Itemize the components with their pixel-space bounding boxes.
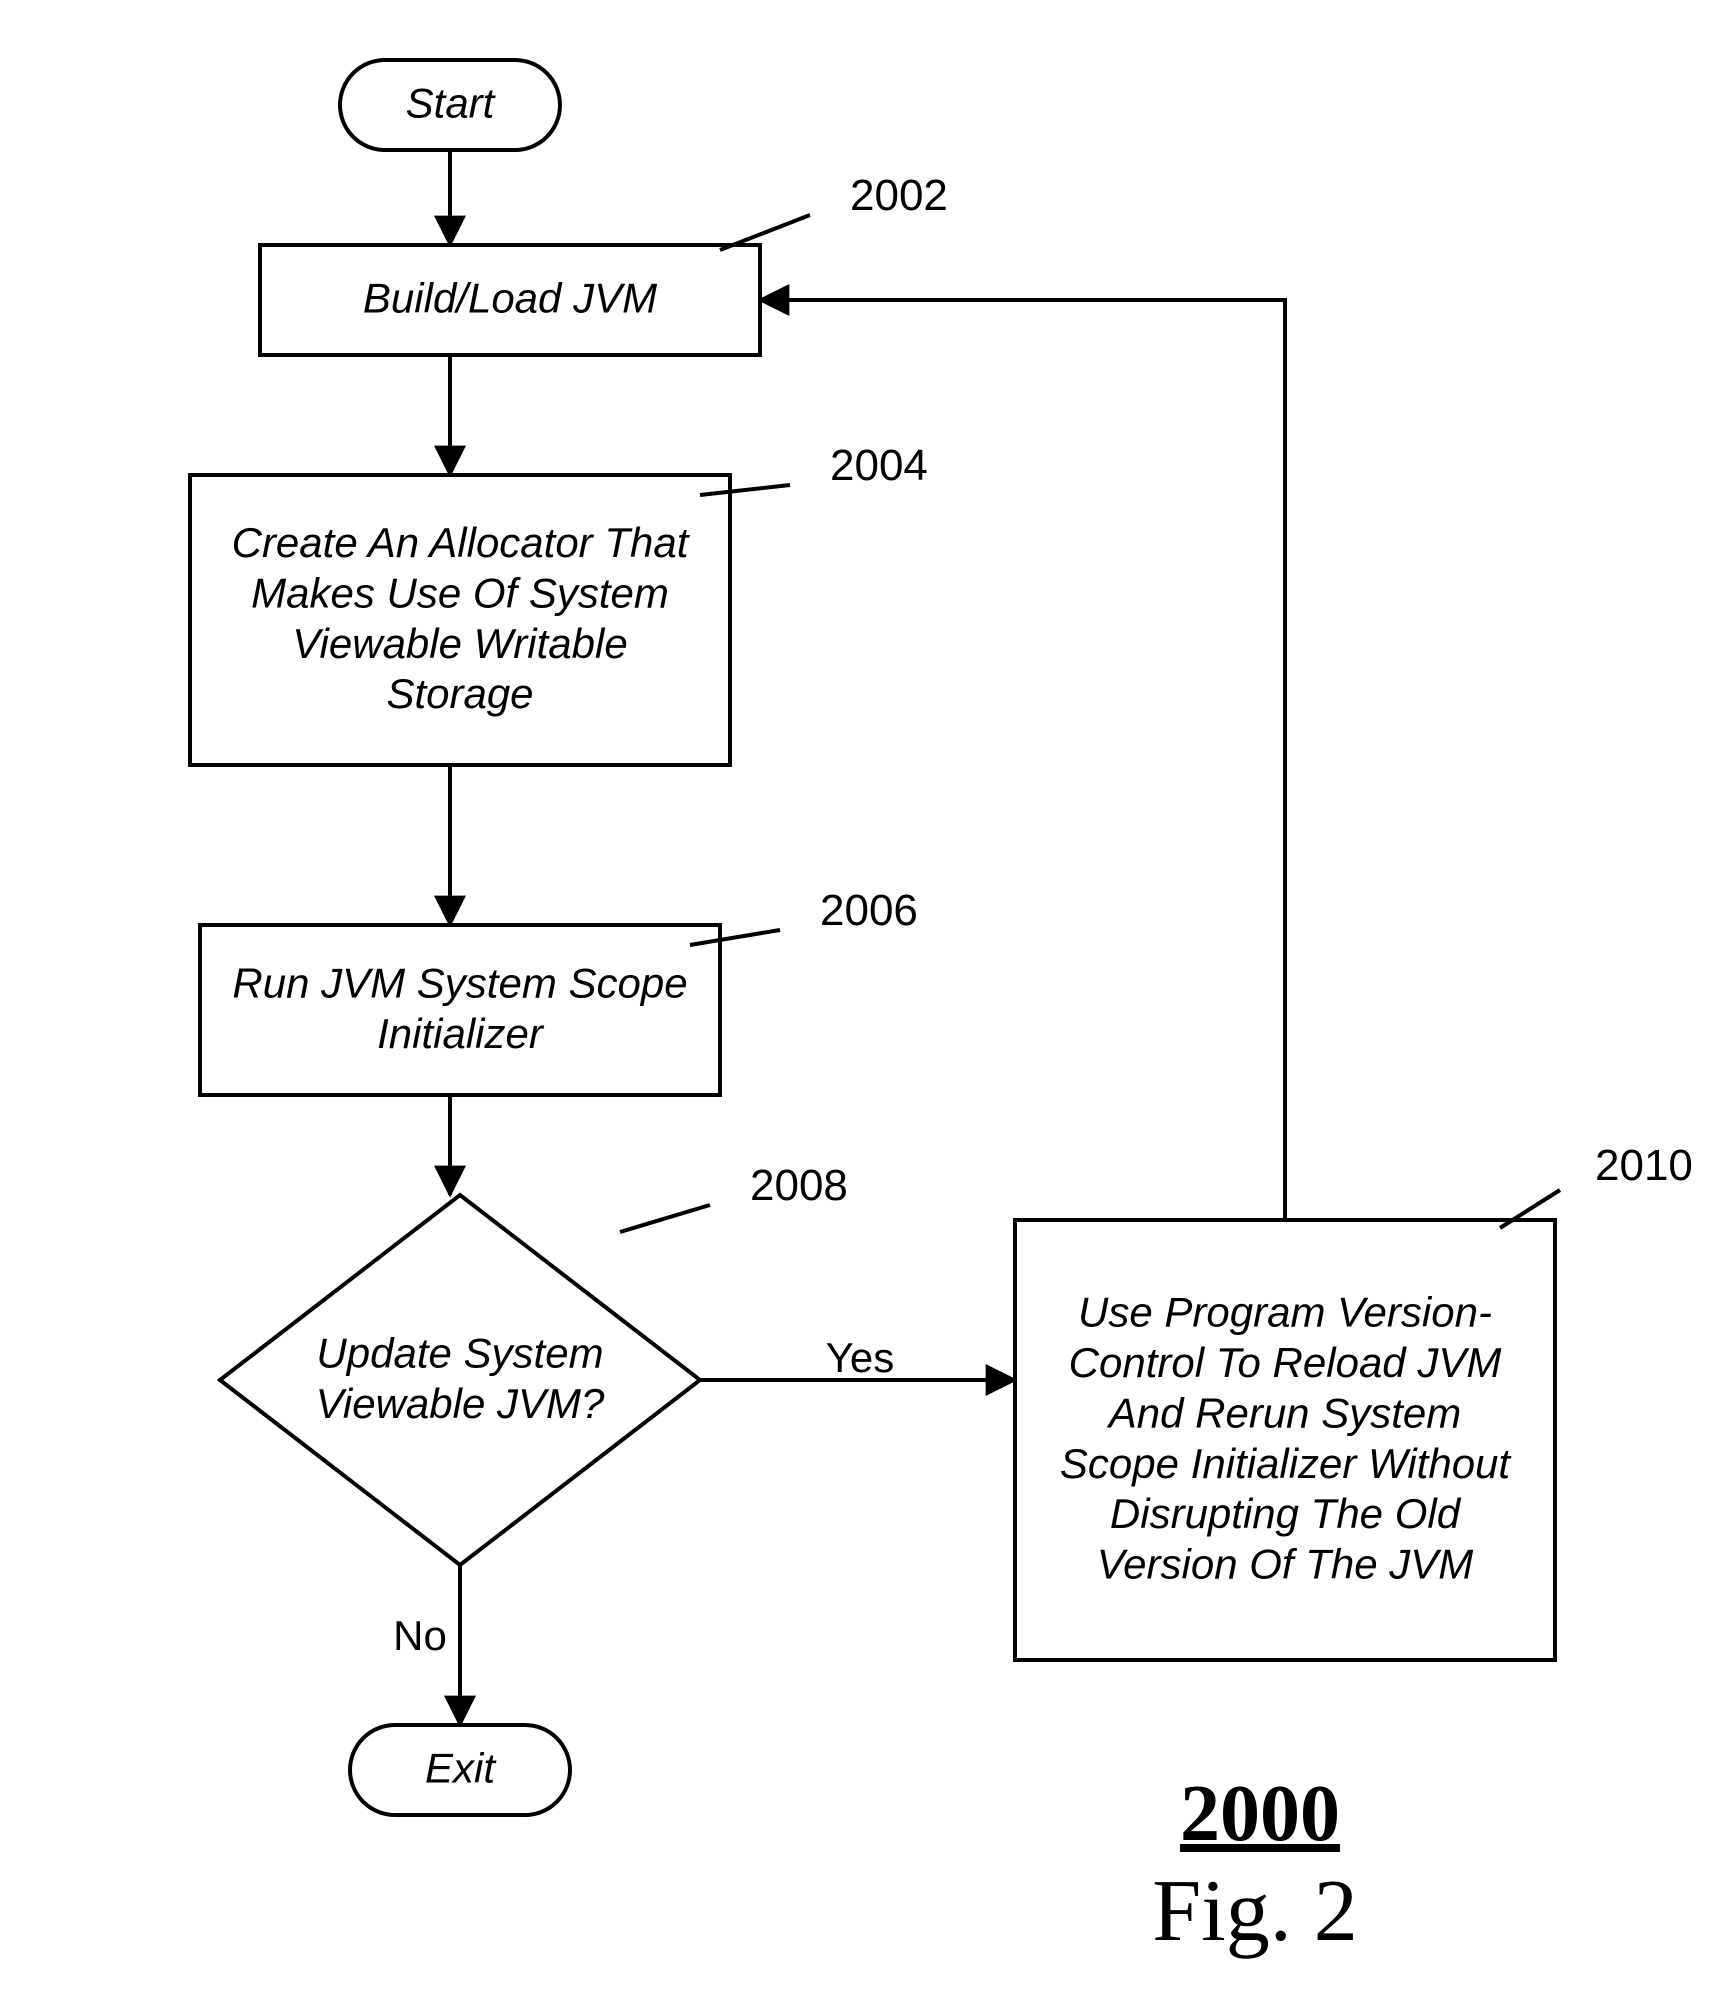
ref-label: 2002	[850, 171, 948, 220]
edge-label: Yes	[826, 1334, 895, 1381]
ref-label: 2006	[820, 886, 918, 935]
ref-label: 2008	[750, 1161, 848, 1210]
node-text: Start	[406, 80, 497, 127]
ref-leader	[620, 1205, 710, 1232]
edge-label: No	[393, 1612, 447, 1659]
figure-label: Fig. 2	[1152, 1863, 1357, 1960]
flow-edge	[760, 300, 1285, 1220]
node-text: Build/Load JVM	[363, 275, 657, 322]
figure-number: 2000	[1180, 1770, 1340, 1858]
ref-label: 2004	[830, 441, 928, 490]
ref-leader	[720, 215, 810, 250]
node-text: Exit	[425, 1745, 497, 1792]
ref-label: 2010	[1595, 1141, 1693, 1190]
